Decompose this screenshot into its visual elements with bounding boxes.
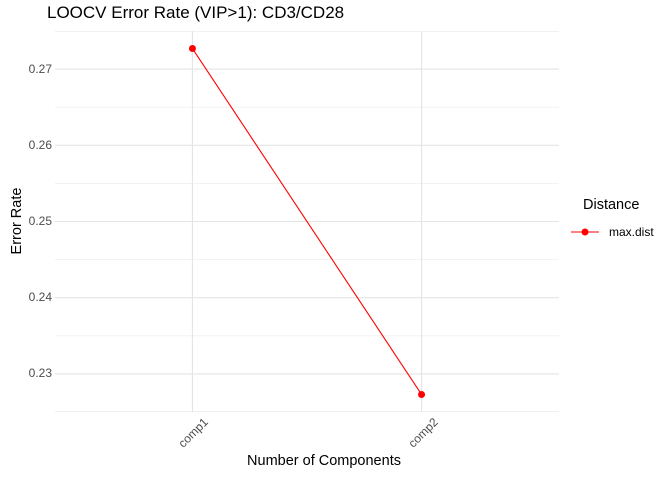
x-axis-title: Number of Components bbox=[247, 453, 401, 469]
y-tick-label: 0.25 bbox=[28, 214, 52, 228]
chart-title: LOOCV Error Rate (VIP>1): CD3/CD28 bbox=[47, 3, 345, 22]
y-axis-title: Error Rate bbox=[9, 187, 25, 255]
line-chart bbox=[55, 31, 559, 412]
data-point bbox=[418, 390, 426, 398]
plot-panel bbox=[55, 31, 559, 412]
data-point bbox=[188, 45, 196, 53]
y-tick-label: 0.23 bbox=[28, 366, 52, 381]
series-line bbox=[191, 48, 423, 395]
legend-key-line-point-icon bbox=[571, 228, 599, 236]
y-tick-label: 0.26 bbox=[28, 137, 52, 152]
legend-entry-label: max.dist bbox=[609, 225, 654, 239]
legend: Distance max.dist bbox=[570, 197, 654, 240]
legend-title: Distance bbox=[583, 197, 640, 213]
y-tick-label: 0.24 bbox=[28, 290, 52, 305]
legend-entry-maxdist: max.dist bbox=[570, 224, 654, 240]
y-tick-label: 0.27 bbox=[28, 61, 52, 76]
